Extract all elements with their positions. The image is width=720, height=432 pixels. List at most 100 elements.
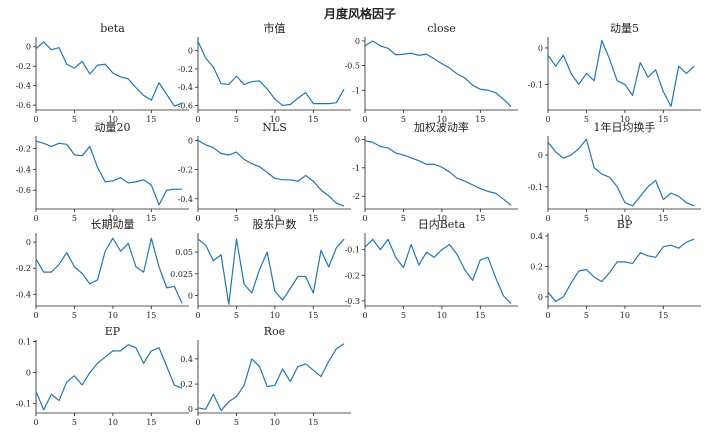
x-tick-label: 0: [33, 115, 38, 124]
y-tick-label: -0.1: [528, 183, 543, 192]
x-tick-label: 15: [308, 115, 318, 124]
y-tick-label: -0.2: [178, 65, 193, 74]
subplot-9: 股东户数 0 0.025 0.05 0 5 10 15: [170, 217, 351, 320]
x-tick-label: 10: [108, 311, 118, 320]
y-tick-label: 0.1: [18, 338, 31, 347]
x-tick-label: 0: [33, 214, 38, 223]
subplot-title: BP: [617, 218, 633, 231]
subplot-title: 日内Beta: [418, 217, 466, 231]
x-tick-label: 15: [658, 115, 668, 124]
subplot-title: 加权波动率: [414, 120, 469, 134]
x-tick-label: 0: [33, 311, 38, 320]
x-tick-label: 5: [72, 115, 77, 124]
y-tick-label: 0: [538, 44, 543, 53]
x-tick-label: 5: [72, 311, 77, 320]
y-tick-label: 0: [355, 37, 360, 46]
series-line: [364, 238, 512, 304]
y-tick-label: 0: [26, 43, 31, 52]
x-tick-label: 0: [195, 418, 200, 427]
x-tick-label: 15: [658, 311, 668, 320]
subplot-title: 动量20: [95, 121, 131, 134]
series-line: [547, 40, 695, 107]
x-tick-label: 5: [401, 311, 406, 320]
y-tick-label: -0.1: [16, 400, 31, 409]
figure-title: 月度风格因子: [323, 6, 396, 21]
subplot-title: 动量5: [610, 22, 639, 35]
y-tick-label: -0.5: [345, 62, 360, 71]
y-tick-label: 0: [538, 293, 543, 302]
x-tick-label: 5: [401, 115, 406, 124]
subplot-11: BP 0 0.2 0.4 0 5 10 15: [530, 218, 701, 320]
y-tick-label: 0.4: [530, 232, 543, 241]
series-line: [35, 237, 183, 304]
y-tick-label: 0.2: [530, 262, 543, 271]
y-tick-label: 0: [355, 135, 360, 144]
x-tick-label: 5: [72, 418, 77, 427]
series-line: [197, 343, 345, 412]
series-line: [197, 41, 345, 107]
series-line: [547, 238, 695, 303]
x-tick-label: 15: [475, 214, 485, 223]
series-line: [35, 41, 183, 107]
subplot-7: 1年日均换手 0 -0.1 0 5 10 15: [528, 120, 701, 223]
x-tick-label: 10: [620, 214, 630, 223]
y-tick-label: 0.2: [180, 380, 193, 389]
x-tick-label: 0: [545, 214, 550, 223]
x-tick-label: 0: [33, 418, 38, 427]
subplot-13: Roe 0 0.2 0.4 0 5 10 15: [180, 325, 351, 427]
y-tick-label: -1: [352, 164, 360, 173]
x-tick-label: 5: [72, 214, 77, 223]
subplot-8: 长期动量 0 -0.2 -0.4 0 5 10 15: [16, 218, 189, 320]
y-tick-label: 0: [26, 238, 31, 247]
series-line: [364, 40, 512, 107]
axes-spine: [197, 233, 351, 307]
x-tick-label: 15: [308, 214, 318, 223]
y-tick-label: 0: [188, 47, 193, 56]
x-tick-label: 10: [620, 311, 630, 320]
series-line: [35, 344, 183, 411]
y-tick-label: -0.2: [16, 264, 31, 273]
subplot-title: 长期动量: [91, 218, 135, 231]
subplot-6: 加权波动率 0 -1 -2 0 5 10 15: [352, 120, 518, 223]
x-tick-label: 15: [146, 311, 156, 320]
x-tick-label: 0: [195, 115, 200, 124]
axes-spine: [35, 233, 189, 307]
axes-spine: [197, 340, 351, 414]
subplot-title: close: [427, 22, 455, 35]
y-tick-label: -0.1: [345, 246, 360, 255]
y-tick-label: -1: [352, 86, 360, 95]
subplot-4: 动量20 -0.2 -0.4 -0.6 0 5 10 15: [16, 121, 189, 223]
x-tick-label: 5: [234, 115, 239, 124]
x-tick-label: 10: [270, 115, 280, 124]
subplot-title: 1年日均换手: [594, 120, 656, 134]
x-tick-label: 10: [108, 115, 118, 124]
x-tick-label: 5: [584, 115, 589, 124]
subplot-title: beta: [100, 22, 125, 35]
y-tick-label: -0.2: [16, 145, 31, 154]
x-tick-label: 0: [545, 115, 550, 124]
x-tick-label: 15: [146, 115, 156, 124]
x-tick-label: 5: [234, 418, 239, 427]
y-tick-label: 0: [188, 292, 193, 301]
y-tick-label: 0.025: [170, 270, 193, 279]
x-tick-label: 5: [584, 311, 589, 320]
subplot-title: 股东户数: [253, 217, 297, 231]
y-tick-label: -0.6: [178, 101, 193, 110]
x-tick-label: 15: [146, 214, 156, 223]
subplot-3: 动量5 0 -0.1 0 5 10 15: [528, 22, 701, 124]
x-tick-label: 15: [658, 214, 668, 223]
x-tick-label: 15: [146, 418, 156, 427]
series-line: [197, 238, 345, 305]
y-tick-label: -0.4: [178, 83, 193, 92]
x-tick-label: 0: [195, 214, 200, 223]
y-tick-label: -0.3: [345, 297, 360, 306]
x-tick-label: 15: [308, 311, 318, 320]
x-tick-label: 5: [234, 214, 239, 223]
axes-spine: [35, 136, 189, 210]
x-tick-label: 0: [362, 214, 367, 223]
y-tick-label: -0.2: [178, 166, 193, 175]
y-tick-label: -0.4: [16, 290, 31, 299]
subplot-title: EP: [105, 325, 121, 338]
